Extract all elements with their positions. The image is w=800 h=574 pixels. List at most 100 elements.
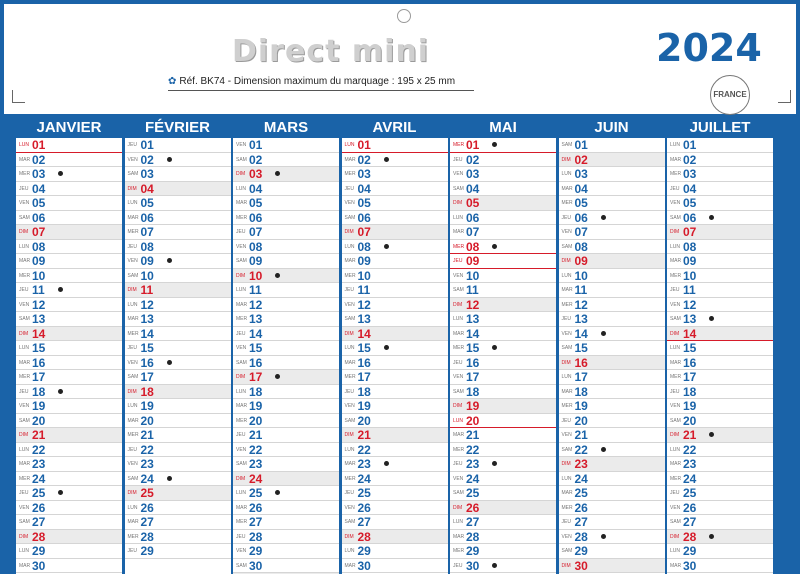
day-number: 12 xyxy=(466,297,480,312)
day-number: 19 xyxy=(466,399,480,413)
day-row: JEU 08 xyxy=(124,240,231,254)
day-number: 25 xyxy=(683,486,697,500)
weekday-label: LUN xyxy=(236,490,247,496)
weekday-label: SAM xyxy=(561,446,573,453)
day-row: MER 24 xyxy=(667,472,773,486)
day-number: 25 xyxy=(466,486,480,500)
weekday-label: VEN xyxy=(561,229,572,235)
day-number: 18 xyxy=(466,384,480,399)
day-row: VEN 07 xyxy=(558,225,665,240)
day-number: 07 xyxy=(574,225,588,239)
day-number: 20 xyxy=(357,413,371,428)
weekday-label: MAR xyxy=(127,316,139,322)
day-number: 30 xyxy=(574,558,588,573)
weekday-label: LUN xyxy=(453,316,464,322)
day-row: SAM 10 xyxy=(124,269,231,283)
day-row: JEU 06 xyxy=(558,211,665,225)
day-row: JEU 18 xyxy=(341,385,448,399)
weekday-label: VEN xyxy=(670,504,681,511)
day-row: MER 19 xyxy=(558,399,665,414)
day-row: LUN 22 xyxy=(341,443,448,457)
day-row: JEU 28 xyxy=(233,530,339,544)
day-row: MAR 07 xyxy=(450,225,556,240)
weekday-label: DIM xyxy=(453,504,463,511)
day-number: 16 xyxy=(32,355,46,370)
weekday-label: JEU xyxy=(453,258,463,264)
hanging-hole xyxy=(397,9,411,23)
day-row: DIM 25 xyxy=(124,486,231,501)
moon-phase-icon xyxy=(383,345,389,350)
weekday-label: SAM xyxy=(236,258,247,264)
day-number: 17 xyxy=(683,370,697,384)
weekday-label: MER xyxy=(453,446,465,453)
day-number: 29 xyxy=(574,544,588,558)
day-number: 08 xyxy=(32,239,46,254)
month-column-5: JUIN SAM 01 DIM 02 LUN 03 MAR 04 MER 05 JEU 06 VEN 07 S… xyxy=(558,118,665,574)
day-number: 26 xyxy=(466,500,480,515)
weekday-label: MAR xyxy=(561,185,573,192)
day-row: MAR 16 xyxy=(667,356,773,370)
day-number: 19 xyxy=(357,399,371,413)
day-number: 09 xyxy=(249,254,263,268)
day-number: 27 xyxy=(249,515,263,529)
moon-phase-icon xyxy=(709,432,714,437)
moon-phase-icon xyxy=(58,171,63,176)
weekday-label: DIM xyxy=(344,432,354,438)
day-number: 08 xyxy=(466,239,480,254)
day-number: 09 xyxy=(357,254,371,268)
moon-phase-icon xyxy=(492,562,497,568)
day-number: 13 xyxy=(357,312,371,326)
weekday-label: LUN xyxy=(236,185,247,192)
day-row: JEU 07 xyxy=(233,225,339,240)
day-row: SAM 20 xyxy=(16,414,122,428)
weekday-label: JEU xyxy=(236,432,246,438)
day-number: 30 xyxy=(249,558,263,573)
day-number: 14 xyxy=(574,326,588,341)
weekday-label: JEU xyxy=(127,446,137,453)
day-row: MER 10 xyxy=(341,269,448,283)
day-row: SAM 09 xyxy=(233,254,339,269)
day-number: 26 xyxy=(683,500,697,515)
weekday-label: JEU xyxy=(127,345,137,351)
day-number: 11 xyxy=(249,283,262,297)
weekday-label: DIM xyxy=(453,200,463,206)
day-number: 28 xyxy=(466,529,480,544)
day-row: JEU 13 xyxy=(558,312,665,327)
day-number: 25 xyxy=(249,486,263,500)
weekday-label: MER xyxy=(19,272,31,279)
day-row: MAR 30 xyxy=(341,559,448,573)
weekday-label: DIM xyxy=(561,156,571,163)
day-number: 12 xyxy=(249,297,263,312)
weekday-label: JEU xyxy=(561,316,571,322)
weekday-label: MER xyxy=(236,519,248,525)
day-number: 10 xyxy=(249,268,263,283)
weekday-label: JEU xyxy=(670,388,680,395)
weekday-label: JEU xyxy=(19,185,29,192)
weekday-label: JEU xyxy=(561,417,571,424)
day-row: LUN 13 xyxy=(450,312,556,327)
weekday-label: MER xyxy=(127,432,139,438)
weekday-label: VEN xyxy=(236,142,247,148)
weekday-label: VEN xyxy=(670,301,681,308)
weekday-label: DIM xyxy=(236,475,246,482)
crop-mark-right xyxy=(778,90,791,103)
day-row: LUN 26 xyxy=(124,501,231,515)
month-column-1: FÉVRIER JEU 01 VEN 02 SAM 03 DIM 04 LUN 05 MAR 06 MER… xyxy=(124,118,231,574)
day-number: 23 xyxy=(574,457,588,471)
day-row: DIM 05 xyxy=(450,196,556,211)
moon-phase-icon xyxy=(383,156,389,162)
day-row: MAR 13 xyxy=(124,312,231,327)
weekday-label: LUN xyxy=(453,519,464,525)
weekday-label: JEU xyxy=(127,548,137,554)
moon-phase-icon xyxy=(492,243,497,249)
moon-phase-icon xyxy=(275,374,280,379)
weekday-label: MAR xyxy=(19,359,31,366)
day-row: DIM 09 xyxy=(558,254,665,269)
weekday-label: MAR xyxy=(670,156,682,163)
weekday-label: MER xyxy=(453,345,465,351)
weekday-label: DIM xyxy=(236,374,246,380)
weekday-label: LUN xyxy=(344,446,355,453)
day-number: 11 xyxy=(574,283,588,297)
moon-phase-icon xyxy=(58,287,63,292)
day-row: VEN 26 xyxy=(16,501,122,515)
